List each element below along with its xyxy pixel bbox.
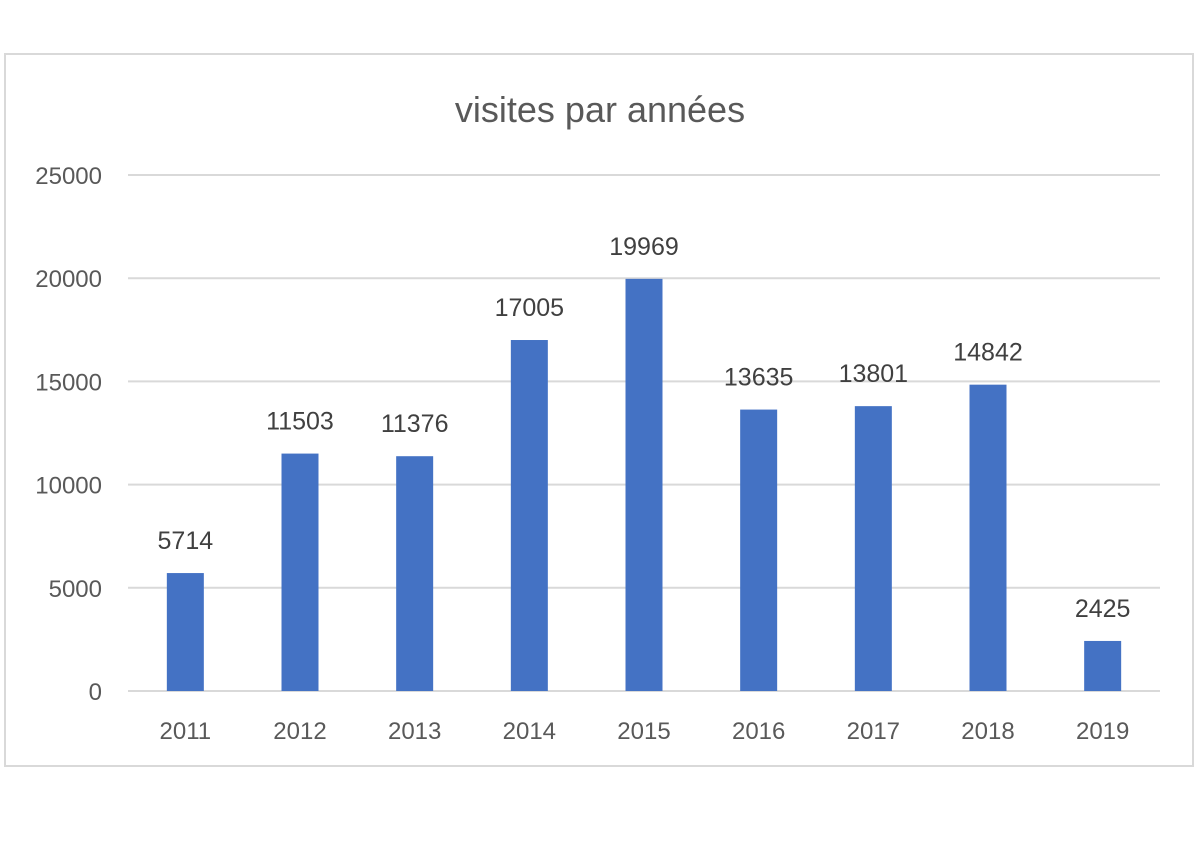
chart-title: visites par années <box>455 89 745 130</box>
x-tick-label: 2018 <box>961 718 1014 745</box>
bar <box>854 406 892 691</box>
y-axis-ticks: 0 5000 10000 15000 20000 25000 <box>35 163 102 706</box>
x-tick-label: 2011 <box>160 718 212 745</box>
bar <box>281 453 319 691</box>
x-tick-label: 2016 <box>732 718 785 745</box>
y-tick-label: 10000 <box>35 473 102 500</box>
x-tick-label: 2014 <box>503 718 556 745</box>
y-tick-label: 0 <box>89 679 102 706</box>
data-labels: 5714 11503 11376 17005 19969 13635 13801 14842 2… <box>158 233 1131 623</box>
bars <box>166 278 1122 691</box>
x-tick-label: 2019 <box>1076 718 1129 745</box>
data-label: 2425 <box>1075 595 1131 623</box>
data-label: 19969 <box>609 233 679 261</box>
data-label: 11503 <box>266 408 334 436</box>
data-label: 14842 <box>953 339 1023 367</box>
data-label: 5714 <box>158 527 214 555</box>
x-tick-label: 2012 <box>273 718 326 745</box>
data-label: 17005 <box>495 294 565 322</box>
bar <box>510 340 548 691</box>
data-label: 13635 <box>724 364 794 392</box>
x-axis-ticks: 2011 2012 2013 2014 2015 2016 2017 2018 2019 <box>160 718 1130 745</box>
y-tick-label: 15000 <box>35 369 102 396</box>
bar <box>1084 640 1122 691</box>
x-tick-label: 2013 <box>388 718 441 745</box>
data-label: 11376 <box>381 410 449 438</box>
bar <box>166 573 204 691</box>
x-tick-label: 2017 <box>847 718 900 745</box>
y-tick-label: 5000 <box>49 576 102 603</box>
data-label: 13801 <box>839 360 909 388</box>
bar <box>969 384 1007 691</box>
bar <box>740 409 778 691</box>
y-tick-label: 20000 <box>35 266 102 293</box>
y-tick-label: 25000 <box>35 163 102 190</box>
bar <box>625 278 663 691</box>
x-tick-label: 2015 <box>617 718 670 745</box>
bar <box>396 456 434 691</box>
